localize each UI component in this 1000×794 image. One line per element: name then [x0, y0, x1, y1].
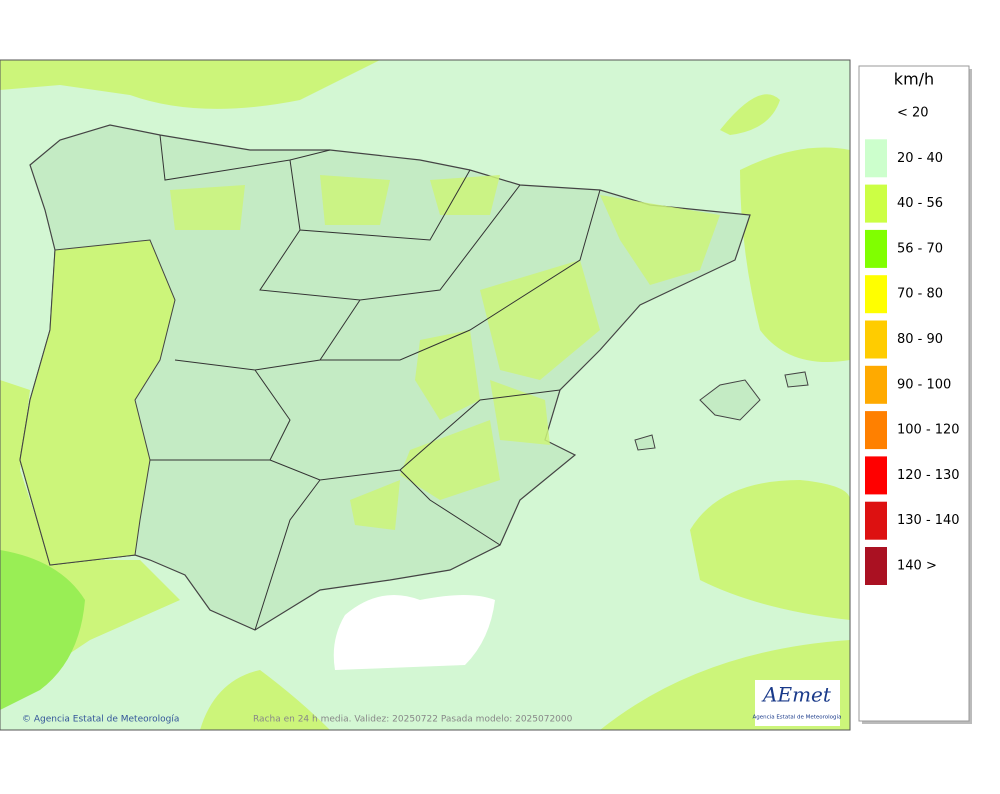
wind-zone [170, 175, 720, 530]
logo-box [755, 680, 840, 726]
legend-label: 100 - 120 [897, 423, 960, 438]
legend-swatch [865, 411, 887, 450]
legend-label: 40 - 56 [897, 196, 943, 211]
credit: © Agencia Estatal de Meteorología [22, 715, 179, 725]
legend-label: < 20 [897, 106, 929, 121]
legend-swatch [865, 365, 887, 404]
legend-label: 56 - 70 [897, 241, 943, 256]
wind-zone [200, 670, 330, 730]
region-borders [150, 134, 601, 631]
legend-swatch [865, 229, 887, 268]
legend-swatch [865, 275, 887, 314]
legend-label: 70 - 80 [897, 287, 943, 302]
map-frame [0, 59, 851, 731]
logo-subtitle: Agencia Estatal de Meteorología [753, 714, 842, 721]
legend-label: 130 - 140 [897, 513, 960, 528]
logo: AEmet [761, 683, 832, 707]
wind-zone [720, 94, 780, 135]
legend-label: 90 - 100 [897, 377, 951, 392]
legend-swatch [865, 456, 887, 495]
legend-label: 20 - 40 [897, 151, 943, 166]
legend-label: 140 > [897, 559, 937, 574]
wind-zone [690, 480, 850, 620]
wind-zone [740, 147, 850, 362]
wind-zone [0, 60, 380, 109]
legend-swatch [865, 320, 887, 359]
legend-swatch [865, 184, 887, 223]
legend-swatch [865, 547, 887, 585]
legend-title: km/h [894, 70, 934, 89]
legend: km/h < 20 20 - 40 40 - 56 56 - 70 70 - 80 80 … [858, 65, 972, 724]
legend-label: 80 - 90 [897, 332, 943, 347]
legend-label: 120 - 130 [897, 468, 960, 483]
mallorca [699, 379, 761, 421]
menorca [784, 371, 809, 388]
ibiza [634, 434, 656, 451]
legend-swatch [865, 139, 887, 178]
calm-zone [333, 595, 495, 670]
legend-swatch [865, 501, 887, 540]
wind-zone [0, 550, 85, 710]
portugal [19, 239, 176, 566]
caption: Racha en 24 h media. Validez: 20250722 P… [253, 715, 573, 725]
map: © Agencia Estatal de Meteorología Racha … [0, 59, 851, 731]
